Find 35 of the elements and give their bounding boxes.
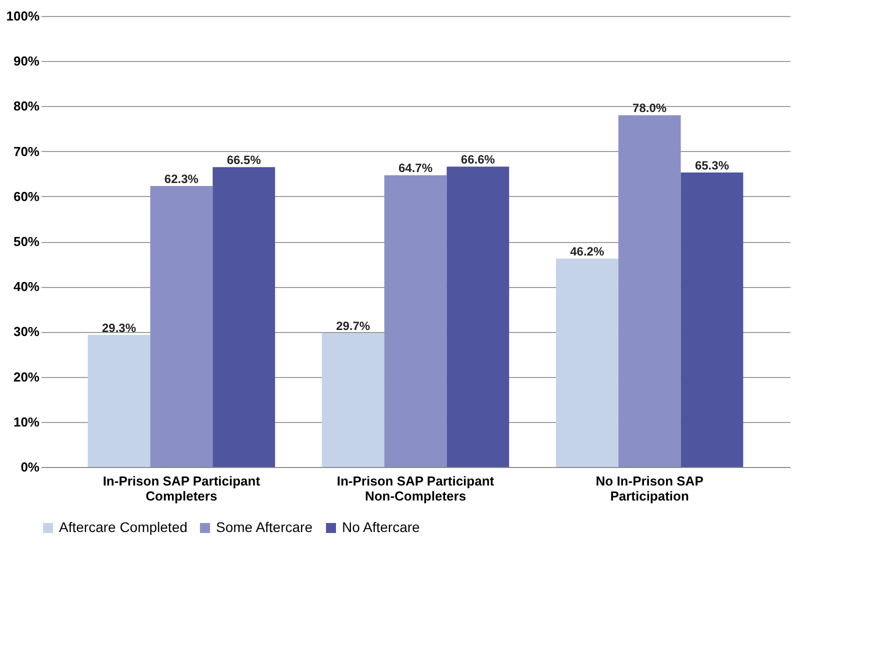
bar <box>384 175 447 467</box>
bar <box>446 166 510 467</box>
data-label: 29.3% <box>102 320 136 335</box>
y-tick-label: 10% <box>13 414 40 430</box>
legend-label: Some Aftercare <box>216 519 313 535</box>
data-label: 66.5% <box>226 153 262 168</box>
bar <box>556 258 618 467</box>
bar <box>88 334 150 467</box>
y-tick-label: 60% <box>13 188 40 204</box>
y-tick-label: 0% <box>20 460 40 474</box>
data-label: 66.6% <box>460 152 496 167</box>
y-tick-label: 80% <box>13 98 40 114</box>
bar <box>618 115 681 467</box>
data-label: 64.7% <box>398 161 433 176</box>
legend-label: No Aftercare <box>342 519 420 535</box>
y-tick-label: 100% <box>6 8 40 24</box>
data-label: 78.0% <box>632 101 667 116</box>
y-tick-label: 30% <box>13 324 40 340</box>
bar <box>322 333 384 467</box>
x-tick-label: In-Prison SAP Participant Non-Completers <box>336 474 495 504</box>
y-tick-label: 50% <box>13 234 40 249</box>
y-tick-label: 90% <box>13 54 40 69</box>
x-tick-label: In-Prison SAP Participant Completers <box>102 474 261 504</box>
x-tick-label: No In-Prison SAP Participation <box>596 474 704 504</box>
y-tick-label: 70% <box>13 144 40 159</box>
data-label: 65.3% <box>694 158 730 172</box>
bar <box>212 167 276 467</box>
data-label: 46.2% <box>570 244 604 259</box>
y-tick-label: 20% <box>13 369 40 384</box>
data-label: 62.3% <box>164 172 199 186</box>
legend-label: Aftercare Completed <box>59 519 188 535</box>
bar <box>150 186 213 467</box>
bar <box>680 172 744 467</box>
y-tick-label: 40% <box>13 279 40 294</box>
data-label: 29.7% <box>336 319 370 334</box>
